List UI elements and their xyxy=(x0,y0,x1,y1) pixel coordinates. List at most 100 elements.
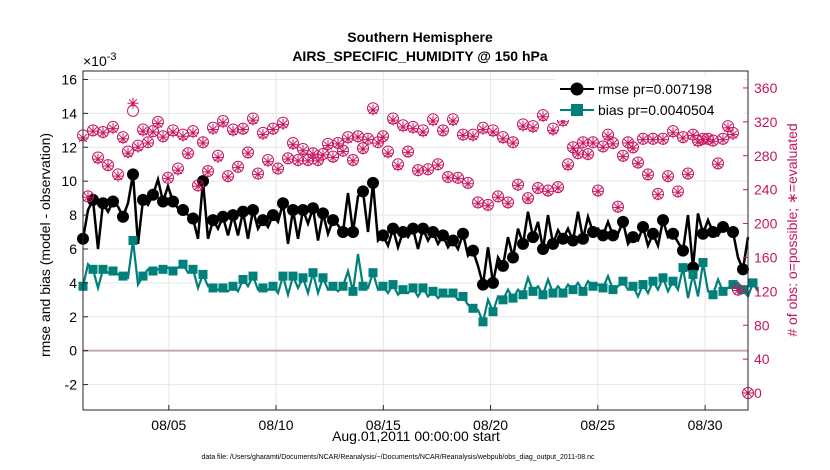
obs-evaluated-star xyxy=(713,159,723,169)
x-tick-label: 08/20 xyxy=(473,417,508,433)
rmse-point xyxy=(527,231,539,244)
y-tick-label: 0 xyxy=(69,343,77,359)
rmse-point xyxy=(327,214,339,227)
rmse-point xyxy=(697,227,709,240)
y2-tick-label: 80 xyxy=(754,317,770,333)
rmse-point xyxy=(337,226,349,239)
rmse-point xyxy=(107,195,119,208)
bias-point xyxy=(578,286,588,296)
rmse-point xyxy=(657,214,669,227)
bias-point xyxy=(418,283,428,293)
legend-rmse-marker xyxy=(570,82,584,96)
bias-point xyxy=(468,303,478,313)
bias-point xyxy=(448,288,458,298)
obs-evaluated-star xyxy=(618,152,628,161)
bias-point xyxy=(668,276,678,286)
rmse-point xyxy=(437,229,449,242)
chart-title-line-1: Southern Hemisphere xyxy=(347,29,493,45)
obs-evaluated-star xyxy=(123,148,133,158)
obs-evaluated-star xyxy=(98,128,108,138)
bias-point xyxy=(258,283,268,293)
obs-evaluated-star xyxy=(538,112,548,122)
rmse-point xyxy=(127,168,139,181)
obs-evaluated-star xyxy=(293,156,303,166)
obs-evaluated-star xyxy=(128,98,138,108)
rmse-point xyxy=(717,220,729,233)
bias-point xyxy=(598,283,608,293)
obs-evaluated-star xyxy=(288,140,298,149)
obs-evaluated-star xyxy=(83,193,93,202)
obs-evaluated-star xyxy=(393,161,403,171)
y2-tick-label: 360 xyxy=(754,80,778,96)
obs-evaluated-star xyxy=(578,138,588,148)
obs-evaluated-star xyxy=(183,149,193,159)
obs-evaluated-star xyxy=(228,126,238,136)
x-axis-label: Aug.01,2011 00:00:00 start xyxy=(332,428,500,444)
rmse-point xyxy=(707,226,719,239)
rmse-point xyxy=(537,242,549,255)
rmse-point xyxy=(667,227,679,240)
bias-point xyxy=(538,290,548,300)
obs-evaluated-star xyxy=(663,172,673,182)
obs-evaluated-star xyxy=(323,141,333,150)
obs-evaluated-star xyxy=(543,187,553,196)
obs-evaluated-star xyxy=(718,135,728,144)
rmse-point xyxy=(297,203,309,216)
obs-evaluated-star xyxy=(333,139,343,149)
y-tick-label: 10 xyxy=(61,173,77,189)
obs-evaluated-star xyxy=(113,171,123,181)
obs-evaluated-star xyxy=(438,126,448,136)
obs-evaluated-star xyxy=(503,198,513,208)
y2-axis-label: # of obs: o=possible; ∗=evaluated xyxy=(784,123,800,336)
obs-evaluated-star xyxy=(403,148,413,157)
bias-point xyxy=(558,288,568,298)
obs-evaluated-star xyxy=(498,134,508,144)
obs-evaluated-star xyxy=(443,173,453,183)
bias-point xyxy=(628,281,638,291)
obs-evaluated-star xyxy=(533,184,543,194)
obs-evaluated-star xyxy=(493,193,503,202)
bias-point xyxy=(648,276,658,286)
rmse-point xyxy=(317,207,329,220)
obs-evaluated-star xyxy=(203,167,213,177)
chart-title-line-2: AIRS_SPECIFIC_HUMIDITY @ 150 hPa xyxy=(292,48,548,64)
obs-evaluated-star xyxy=(158,132,168,142)
rmse-point xyxy=(157,195,169,208)
rmse-point xyxy=(637,220,649,233)
rmse-point xyxy=(277,197,289,210)
x-axis-ticks: 08/05 08/10 08/15 08/20 08/25 08/30 xyxy=(151,405,723,433)
obs-evaluated-star xyxy=(193,182,203,191)
rmse-point xyxy=(507,251,519,264)
bias-point xyxy=(178,259,188,269)
rmse-point xyxy=(587,226,599,239)
y2-tick-label: 40 xyxy=(754,351,770,367)
obs-evaluated-star xyxy=(638,135,648,144)
rmse-point xyxy=(727,226,739,239)
series-obs xyxy=(77,97,754,400)
obs-evaluated-star xyxy=(523,194,533,204)
obs-evaluated-star xyxy=(138,126,148,136)
obs-evaluated-star xyxy=(463,179,473,188)
y2-tick-label: 120 xyxy=(754,283,778,299)
obs-evaluated-star xyxy=(318,150,328,160)
obs-evaluated-star xyxy=(428,116,438,126)
series-rmse xyxy=(77,168,750,291)
obs-evaluated-star xyxy=(368,105,378,115)
plot-frame xyxy=(82,70,749,411)
rmse-point xyxy=(597,229,609,242)
bias-point xyxy=(248,271,258,281)
rmse-point xyxy=(247,203,259,216)
obs-evaluated-star xyxy=(233,163,243,172)
footer-data-file: data file: /Users/gharamti/Documents/NCA… xyxy=(201,454,595,461)
bias-point xyxy=(118,271,128,281)
obs-evaluated-star xyxy=(118,134,128,144)
bias-point xyxy=(388,280,398,290)
obs-evaluated-star xyxy=(238,125,248,134)
bias-point xyxy=(308,268,318,278)
y-tick-label: 12 xyxy=(61,139,77,155)
rmse-point xyxy=(377,229,389,242)
bias-point xyxy=(238,274,248,284)
obs-evaluated-star xyxy=(213,153,223,162)
obs-evaluated-star xyxy=(278,120,288,129)
obs-evaluated-star xyxy=(308,149,318,159)
